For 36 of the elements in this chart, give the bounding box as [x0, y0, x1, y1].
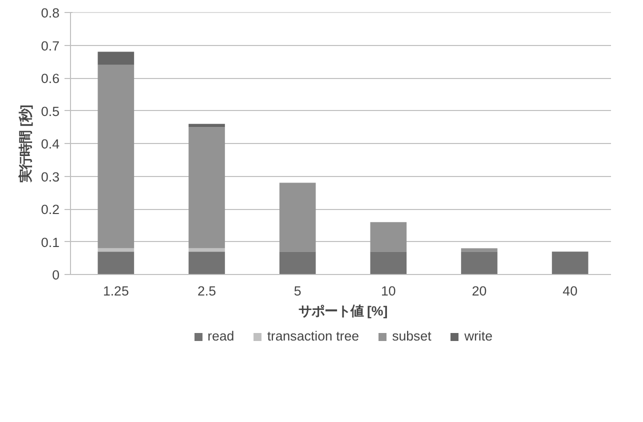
legend-label: transaction tree: [267, 328, 360, 344]
y-tick-label: 0.2: [40, 202, 60, 217]
y-tick-label: 0.5: [40, 104, 60, 119]
x-axis-title: サポート値 [%]: [298, 304, 388, 318]
legend-label: subset: [392, 328, 432, 344]
y-tick-label: 0: [52, 268, 60, 282]
bar: [188, 124, 225, 128]
bar: [188, 252, 225, 274]
x-tick-label: 5: [294, 284, 302, 298]
y-tick-label: 0.7: [40, 38, 60, 54]
bar: [98, 52, 134, 65]
y-tick-label: 0.6: [40, 71, 60, 86]
bar: [98, 248, 134, 252]
bar: [461, 252, 498, 274]
x-tick-label: 20: [472, 284, 487, 298]
x-tick-label: 1.25: [102, 284, 129, 298]
bar: [461, 248, 498, 252]
bar: [552, 252, 588, 274]
y-tick-label: 0.4: [40, 136, 60, 152]
legend-label: read: [208, 328, 234, 344]
x-tick-label: 40: [562, 284, 578, 298]
bar: [188, 248, 225, 252]
legend-label: write: [464, 328, 492, 344]
y-tick-label: 0.8: [40, 6, 60, 20]
x-tick-label: 10: [381, 284, 396, 298]
bar: [188, 127, 225, 248]
bar: [370, 222, 407, 252]
y-axis-title: 実行時間 [秒]: [18, 104, 33, 184]
bar: [370, 252, 407, 274]
bar: [279, 252, 316, 274]
x-tick-label: 2.5: [197, 284, 216, 298]
y-tick-label: 0.3: [40, 169, 60, 184]
bar: [279, 182, 316, 252]
bar: [98, 64, 134, 248]
bar: [98, 252, 134, 274]
y-tick-label: 0.1: [40, 234, 60, 250]
